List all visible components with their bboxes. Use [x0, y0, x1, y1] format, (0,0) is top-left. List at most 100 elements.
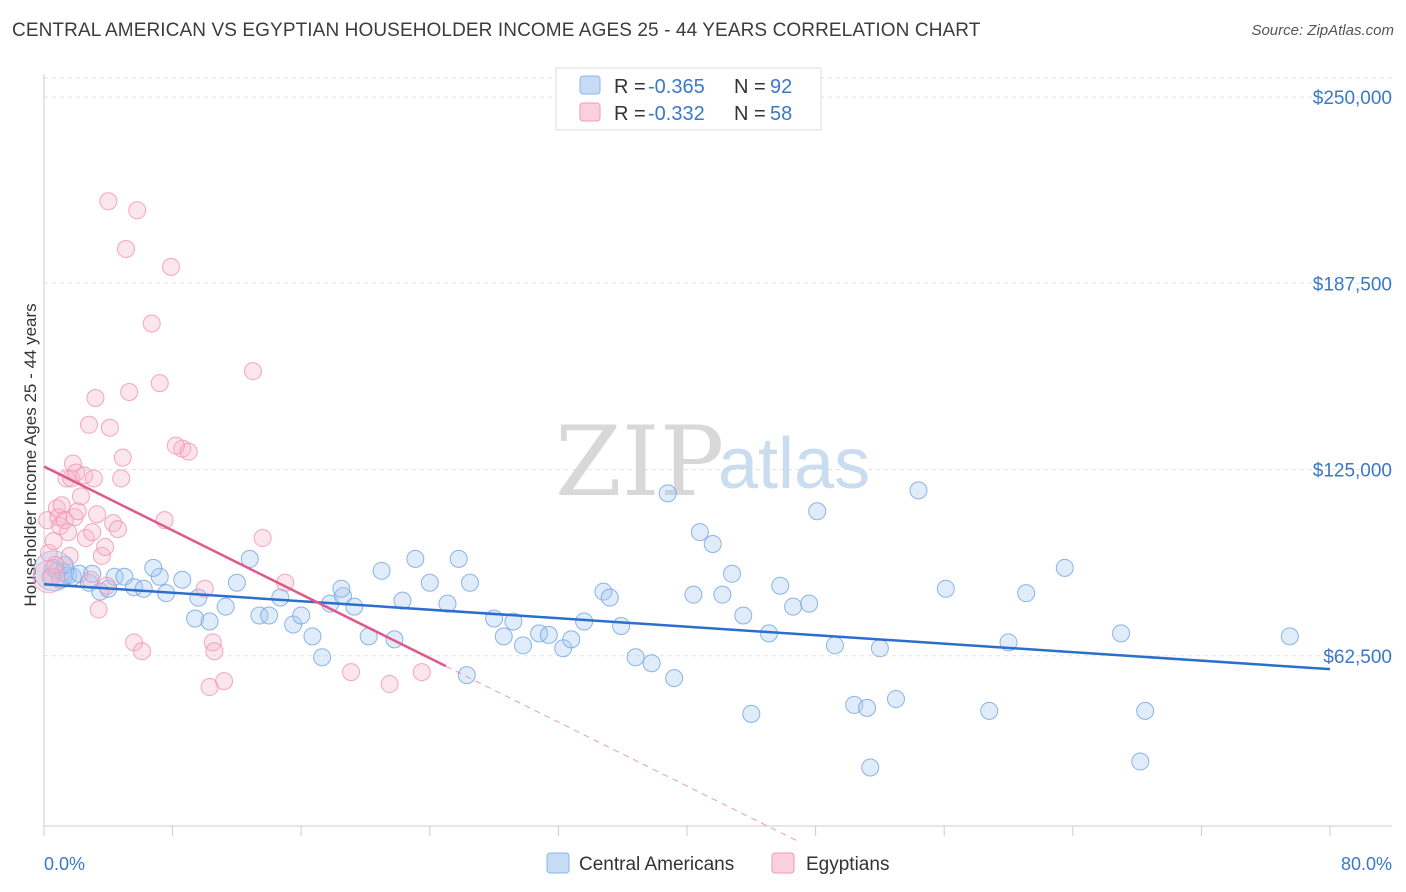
legend-n-label-2: N = [734, 103, 766, 125]
y-tick-label: $187,500 [1313, 274, 1392, 295]
data-point [406, 549, 425, 568]
data-point [825, 636, 844, 655]
data-point [60, 546, 79, 565]
data-point [980, 701, 999, 720]
legend-bottom-swatch-blue [546, 852, 570, 874]
data-point [808, 502, 827, 521]
data-point [372, 561, 391, 580]
data-point [253, 529, 272, 548]
data-point [113, 448, 132, 467]
legend-bottom-label-1: Central Americans [579, 854, 734, 875]
watermark: ZIP atlas [555, 406, 870, 518]
source-credit: Source: ZipAtlas.com [1251, 22, 1394, 39]
data-point [250, 606, 269, 625]
data-point [205, 642, 224, 661]
data-point [83, 564, 102, 583]
data-point [658, 484, 677, 503]
watermark-atlas: atlas [718, 424, 870, 504]
legend-bottom: Central Americans Egyptians [546, 852, 889, 875]
data-point [142, 314, 161, 333]
x-tick-marks [43, 826, 1331, 836]
y-tick-labels: $62,500 $125,000 $187,500 $250,000 [1313, 88, 1392, 668]
data-point [97, 576, 116, 595]
data-point [39, 543, 58, 562]
series-central-americans [33, 481, 1299, 777]
data-point [203, 633, 222, 652]
data-point [216, 597, 235, 616]
data-point [55, 511, 74, 530]
legend-n-label-1: N = [734, 76, 766, 98]
data-point [713, 585, 732, 604]
data-point [195, 579, 214, 598]
data-point [539, 625, 558, 644]
data-point [420, 573, 439, 592]
data-point [612, 616, 631, 635]
data-point [44, 532, 63, 551]
data-point [734, 606, 753, 625]
data-point [870, 639, 889, 658]
legend-n-value-2: 58 [770, 103, 792, 125]
data-point [504, 612, 523, 631]
y-tick-label: $250,000 [1313, 88, 1392, 109]
data-point [112, 469, 131, 488]
data-point [457, 666, 476, 685]
data-point [161, 257, 180, 276]
legend-swatch-pink [579, 102, 601, 122]
data-point [886, 689, 905, 708]
data-point [215, 672, 234, 691]
y-axis-label: Householder Income Ages 25 - 44 years [21, 303, 40, 606]
data-point [71, 487, 90, 506]
trend-line-central-americans [43, 582, 1331, 671]
y-tick-label: $62,500 [1323, 647, 1392, 668]
data-point [800, 594, 819, 613]
data-point [494, 627, 513, 646]
data-point [460, 573, 479, 592]
data-point [936, 579, 955, 598]
data-point [150, 374, 169, 393]
data-point [562, 630, 581, 649]
data-point [100, 418, 119, 437]
data-point [70, 564, 89, 583]
data-point [332, 579, 351, 598]
data-point [1280, 627, 1299, 646]
trend-line-egyptians [43, 465, 447, 668]
data-point [120, 383, 139, 402]
y-tick-label: $125,000 [1313, 461, 1392, 482]
chart-title: CENTRAL AMERICAN VS EGYPTIAN HOUSEHOLDER… [12, 20, 981, 41]
data-point [303, 627, 322, 646]
data-point [313, 648, 332, 667]
data-point [858, 698, 877, 717]
data-point [449, 549, 468, 568]
data-point [68, 502, 87, 521]
data-point [88, 505, 107, 524]
data-point [173, 570, 192, 589]
data-point [1112, 624, 1131, 643]
data-point [380, 675, 399, 694]
data-point [86, 388, 105, 407]
watermark-zip: ZIP [555, 406, 724, 518]
data-point [200, 612, 219, 631]
legend-r-value-1: -0.365 [648, 76, 705, 98]
x-tick-label-min: 0.0% [44, 854, 85, 874]
legend-top: R = -0.365 N = 92 R = -0.332 N = 58 [555, 67, 822, 131]
data-point [243, 362, 262, 381]
data-point [104, 514, 123, 533]
data-point [134, 579, 153, 598]
data-point [600, 588, 619, 607]
data-point [292, 606, 311, 625]
data-point [642, 654, 661, 673]
series-egyptians [32, 192, 431, 697]
data-point [909, 481, 928, 500]
legend-r-value-2: -0.332 [648, 103, 705, 125]
data-point [59, 523, 78, 542]
data-point [96, 537, 115, 556]
data-point [150, 567, 169, 586]
trend-lines [43, 465, 1331, 843]
data-point [665, 669, 684, 688]
legend-bottom-swatch-pink [771, 852, 795, 874]
data-point [144, 558, 163, 577]
data-point [742, 704, 761, 723]
data-point [530, 624, 549, 643]
trend-line-egyptians-extension [445, 665, 800, 843]
